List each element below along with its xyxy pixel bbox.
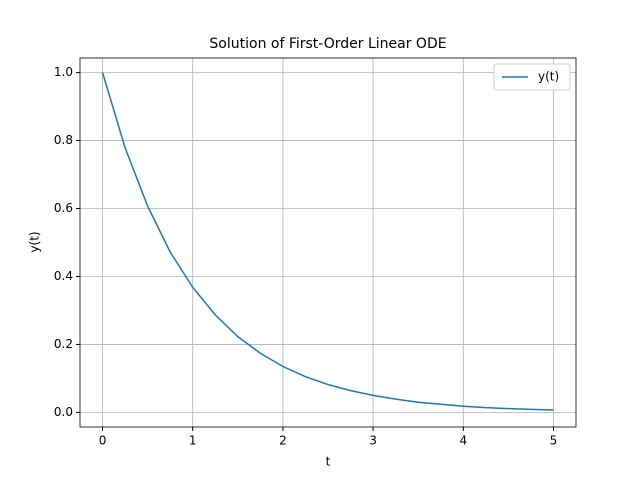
x-tick-label: 5 (550, 434, 558, 448)
y-axis-label: y(t) (28, 231, 42, 252)
y-tick-label: 0.6 (54, 201, 73, 215)
x-tick-label: 1 (189, 434, 197, 448)
x-tick-label: 3 (369, 434, 377, 448)
y-tick-label: 0.0 (54, 405, 73, 419)
x-tick-label: 0 (99, 434, 107, 448)
x-tick-label: 4 (459, 434, 467, 448)
x-axis-label: t (326, 455, 331, 469)
x-tick-label: 2 (279, 434, 287, 448)
y-tick-label: 1.0 (54, 65, 73, 79)
legend-box (493, 63, 571, 91)
y-tick-label: 0.8 (54, 133, 73, 147)
chart-title: Solution of First-Order Linear ODE (209, 36, 446, 52)
legend-label: y(t) (538, 70, 559, 84)
plot-frame (79, 57, 577, 428)
y-tick-label: 0.4 (54, 269, 73, 283)
data-line (101, 72, 554, 411)
y-tick-label: 0.2 (54, 337, 73, 351)
